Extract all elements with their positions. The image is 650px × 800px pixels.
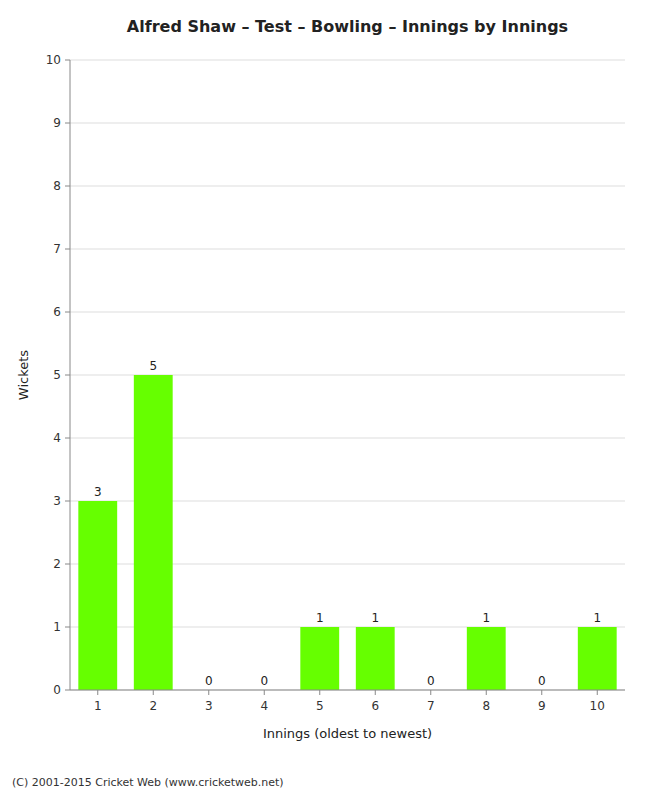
x-tick [430, 690, 431, 695]
y-tick [65, 312, 70, 313]
data-label: 0 [538, 674, 546, 688]
y-axis-label: Wickets [16, 350, 31, 400]
x-tick [375, 690, 376, 695]
y-tick [65, 564, 70, 565]
grid-line [70, 249, 625, 250]
data-label: 3 [94, 485, 102, 499]
x-tick [153, 690, 154, 695]
y-tick-label: 2 [53, 557, 61, 571]
y-tick [65, 690, 70, 691]
x-tick [319, 690, 320, 695]
bar [578, 627, 617, 690]
x-tick [264, 690, 265, 695]
x-tick-label: 3 [205, 699, 213, 713]
y-tick-label: 4 [53, 431, 61, 445]
data-label: 0 [260, 674, 268, 688]
y-tick-labels: 0 1 2 3 4 5 6 7 8 9 10 [46, 53, 70, 697]
x-tick-label: 8 [482, 699, 490, 713]
data-label: 1 [482, 611, 490, 625]
x-tick-label: 5 [316, 699, 324, 713]
bar [134, 375, 173, 690]
bar [78, 501, 117, 690]
data-label: 5 [149, 359, 157, 373]
x-tick [208, 690, 209, 695]
y-tick-label: 1 [53, 620, 61, 634]
x-tick-label: 4 [260, 699, 268, 713]
y-tick-label: 3 [53, 494, 61, 508]
y-tick [65, 249, 70, 250]
y-tick [65, 627, 70, 628]
bars [78, 375, 616, 690]
data-label: 0 [205, 674, 213, 688]
data-label: 0 [427, 674, 435, 688]
y-grid [70, 60, 625, 690]
chart-container: Alfred Shaw – Test – Bowling – Innings b… [0, 0, 650, 800]
x-tick-label: 1 [94, 699, 102, 713]
title: Alfred Shaw – Test – Bowling – Innings b… [127, 17, 568, 36]
x-tick-labels: 1 2 3 4 5 6 7 8 9 10 [94, 690, 605, 713]
bar [356, 627, 395, 690]
x-tick-label: 2 [149, 699, 157, 713]
grid-line [70, 312, 625, 313]
y-tick [65, 375, 70, 376]
grid-line [70, 186, 625, 187]
y-tick-label: 5 [53, 368, 61, 382]
grid-line [70, 123, 625, 124]
x-tick [541, 690, 542, 695]
data-labels: 3 5 0 0 1 1 0 1 0 1 [94, 359, 601, 688]
bar [300, 627, 339, 690]
y-tick-label: 9 [53, 116, 61, 130]
data-label: 1 [593, 611, 601, 625]
data-label: 1 [371, 611, 379, 625]
y-axis-line [70, 60, 71, 690]
y-tick [65, 60, 70, 61]
footer: (C) 2001-2015 Cricket Web (www.cricketwe… [12, 776, 284, 789]
x-tick [97, 690, 98, 695]
x-tick [486, 690, 487, 695]
y-tick [65, 501, 70, 502]
y-tick-label: 8 [53, 179, 61, 193]
y-tick [65, 438, 70, 439]
y-tick-label: 0 [53, 683, 61, 697]
bar [467, 627, 506, 690]
x-tick-label: 7 [427, 699, 435, 713]
data-label: 1 [316, 611, 324, 625]
x-tick-label: 6 [371, 699, 379, 713]
x-tick-label: 10 [590, 699, 605, 713]
y-tick-label: 10 [46, 53, 61, 67]
background [0, 0, 650, 800]
y-tick-label: 6 [53, 305, 61, 319]
x-tick-label: 9 [538, 699, 546, 713]
y-tick [65, 186, 70, 187]
y-tick-label: 7 [53, 242, 61, 256]
y-tick [65, 123, 70, 124]
chart-svg: Alfred Shaw – Test – Bowling – Innings b… [0, 0, 650, 800]
x-tick [597, 690, 598, 695]
x-axis-label: Innings (oldest to newest) [263, 726, 432, 741]
grid-line [70, 60, 625, 61]
